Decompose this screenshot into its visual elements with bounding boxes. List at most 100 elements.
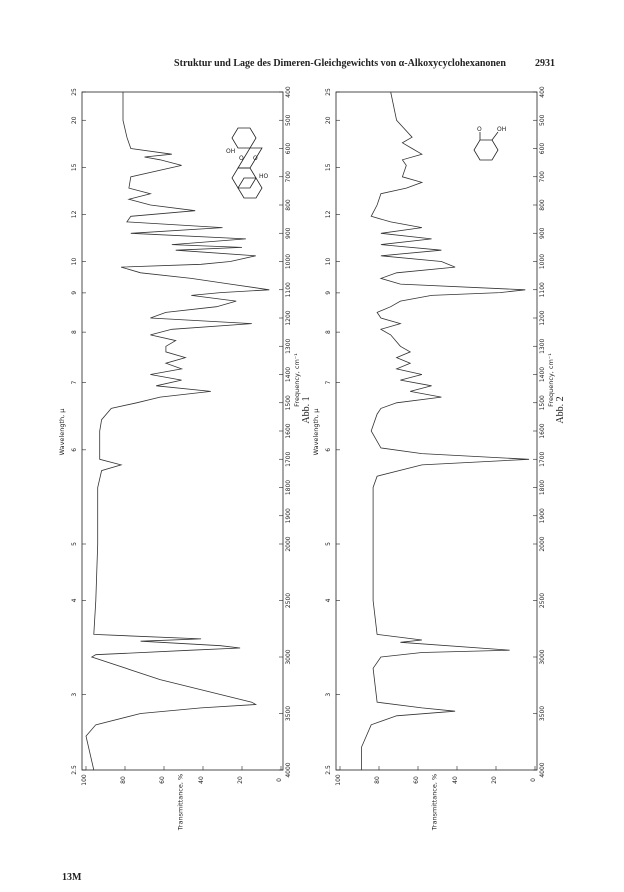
x-axis-title: Frequency, cm⁻¹ <box>547 353 555 407</box>
x2-tick-label: 5 <box>325 542 332 546</box>
x-tick-label: 3000 <box>539 649 546 664</box>
x2-tick-label: 3 <box>71 693 78 697</box>
y-tick-label: 40 <box>452 776 459 784</box>
x2-tick-label: 8 <box>71 330 78 334</box>
x-tick-label: 1000 <box>285 254 292 269</box>
x-tick-label: 800 <box>539 199 546 211</box>
x-tick-label: 1100 <box>539 282 546 297</box>
x2-tick-label: 25 <box>325 88 332 96</box>
x-tick-label: 2000 <box>539 536 546 551</box>
plot-frame <box>81 91 284 771</box>
structure-label: O <box>239 155 244 162</box>
x2-tick-label: 25 <box>71 88 78 96</box>
x-tick-label: 1200 <box>285 310 292 325</box>
x-tick-label: 1300 <box>285 338 292 353</box>
x2-axis-title: Wavelength, μ <box>312 409 320 456</box>
y-tick-label: 100 <box>81 774 88 786</box>
x-tick-label: 1000 <box>539 254 546 269</box>
x2-tick-label: 12 <box>325 210 332 218</box>
x-tick-label: 1600 <box>285 423 292 438</box>
x-tick-label: 1400 <box>285 367 292 382</box>
x-tick-label: 1500 <box>539 395 546 410</box>
footer-mark: 13M <box>62 872 82 883</box>
y-tick-label: 0 <box>530 778 537 782</box>
x-tick-label: 600 <box>539 143 546 155</box>
structure-label: OH <box>497 126 506 133</box>
x-tick-label: 1300 <box>539 338 546 353</box>
x-tick-label: 4000 <box>539 762 546 777</box>
x-tick-label: 3000 <box>285 649 292 664</box>
x2-tick-label: 15 <box>325 163 332 171</box>
x-tick-label: 1800 <box>539 480 546 495</box>
y-tick-label: 60 <box>159 776 166 784</box>
x-axis-title: Frequency, cm⁻¹ <box>293 353 301 407</box>
x2-tick-label: 6 <box>325 448 332 452</box>
x-tick-label: 400 <box>285 86 292 98</box>
x2-tick-label: 7 <box>71 380 78 384</box>
figure-caption: Abb. 2 <box>555 396 566 423</box>
x-tick-label: 800 <box>285 199 292 211</box>
x-tick-label: 700 <box>539 171 546 183</box>
y-tick-label: 20 <box>237 776 244 784</box>
x-tick-label: 1900 <box>285 508 292 523</box>
x-tick-label: 2000 <box>285 536 292 551</box>
x-tick-label: 1400 <box>539 367 546 382</box>
y-tick-label: 100 <box>335 774 342 786</box>
x2-tick-label: 4 <box>325 598 332 602</box>
x-tick-label: 1200 <box>539 310 546 325</box>
structure-1 <box>231 127 263 199</box>
x-tick-label: 900 <box>285 227 292 239</box>
page-number: 2931 <box>535 58 555 69</box>
x2-tick-label: 12 <box>71 210 78 218</box>
running-title: Struktur und Lage des Dimeren-Gleichgewi… <box>174 58 506 69</box>
x2-tick-label: 7 <box>325 380 332 384</box>
x-tick-label: 500 <box>539 114 546 126</box>
y-axis-title: Transmittance, % <box>431 774 439 831</box>
x-tick-label: 400 <box>539 86 546 98</box>
x2-tick-label: 20 <box>325 116 332 124</box>
x2-tick-label: 9 <box>325 291 332 295</box>
x-tick-label: 600 <box>285 143 292 155</box>
structure-label: O <box>253 155 258 162</box>
x2-axis-title: Wavelength, μ <box>58 409 66 456</box>
x2-tick-label: 5 <box>71 542 78 546</box>
x2-tick-label: 2.5 <box>325 765 332 775</box>
spectrum-line <box>361 91 530 770</box>
x-tick-label: 3500 <box>539 706 546 721</box>
figure-caption: Abb. 1 <box>301 396 312 423</box>
x2-tick-label: 2.5 <box>71 765 78 775</box>
x2-tick-label: 15 <box>71 163 78 171</box>
structure-label: O <box>477 126 482 133</box>
y-axis-title: Transmittance, % <box>177 774 185 831</box>
plot-frame <box>335 91 538 771</box>
y-tick-label: 80 <box>120 776 127 784</box>
x2-tick-label: 4 <box>71 598 78 602</box>
x2-tick-label: 10 <box>325 258 332 266</box>
structure-label: OH <box>226 148 235 155</box>
x-tick-label: 1500 <box>285 395 292 410</box>
y-tick-label: 60 <box>413 776 420 784</box>
spectrum-line <box>85 92 270 771</box>
x2-tick-label: 9 <box>71 291 78 295</box>
x-tick-label: 3500 <box>285 706 292 721</box>
x2-tick-label: 6 <box>71 448 78 452</box>
x-tick-label: 500 <box>285 114 292 126</box>
x-tick-label: 900 <box>539 227 546 239</box>
x-tick-label: 1100 <box>285 282 292 297</box>
y-tick-label: 20 <box>491 776 498 784</box>
x-tick-label: 1900 <box>539 508 546 523</box>
x-tick-label: 1700 <box>285 451 292 466</box>
y-tick-label: 0 <box>276 778 283 782</box>
structure-label: HO <box>259 173 269 180</box>
y-tick-label: 80 <box>374 776 381 784</box>
x2-tick-label: 8 <box>325 330 332 334</box>
x-tick-label: 1800 <box>285 480 292 495</box>
structure-2 <box>473 131 499 161</box>
x2-tick-label: 20 <box>71 116 78 124</box>
x-tick-label: 2500 <box>285 593 292 608</box>
x-tick-label: 1600 <box>539 423 546 438</box>
x-tick-label: 4000 <box>285 762 292 777</box>
x-tick-label: 2500 <box>539 593 546 608</box>
